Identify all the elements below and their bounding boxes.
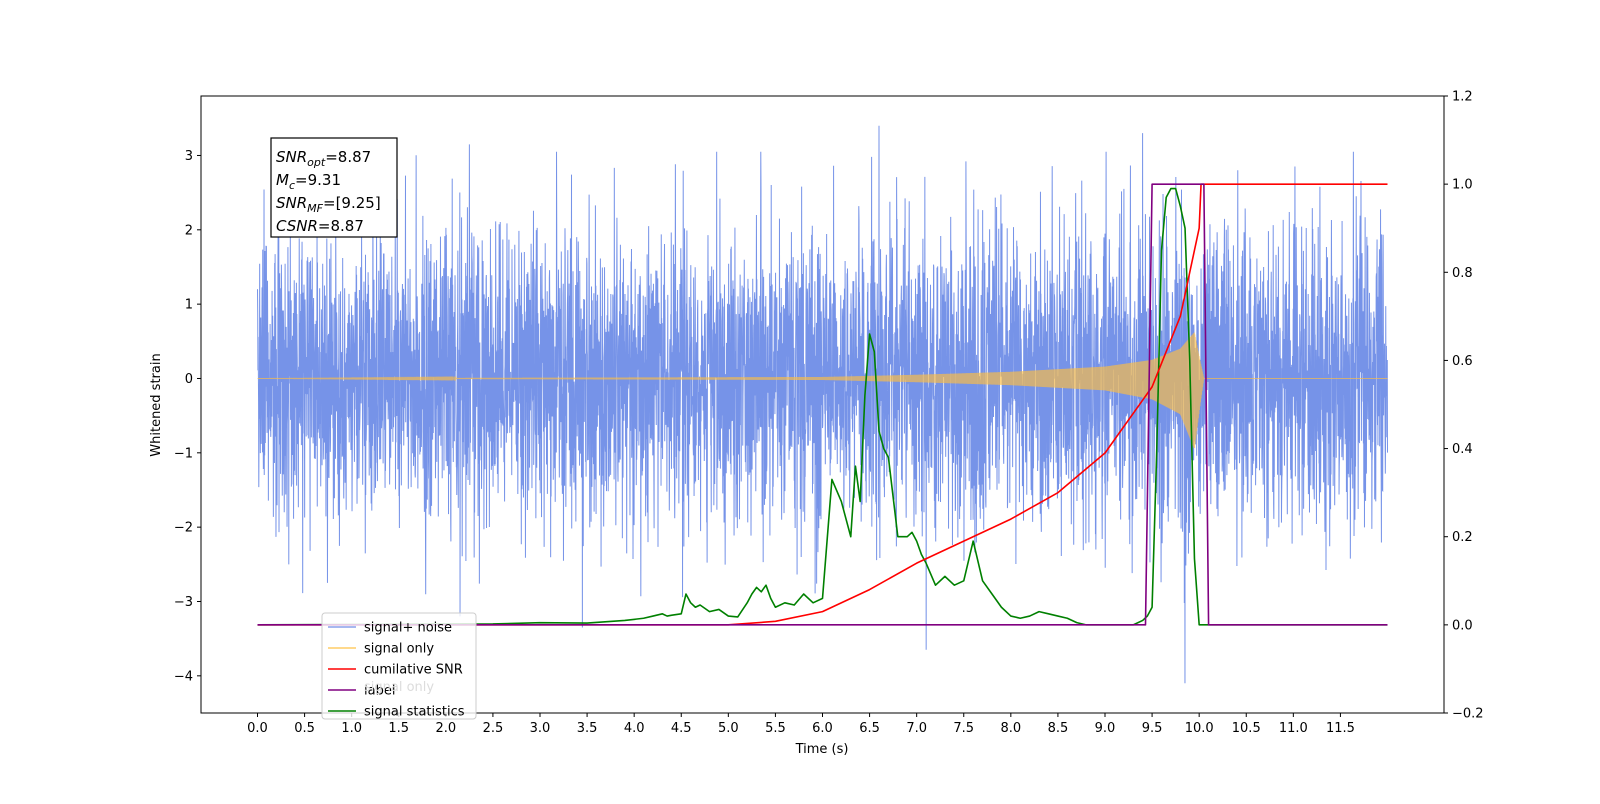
y-right-tick-label: 0.4 bbox=[1452, 442, 1473, 457]
x-tick-label: 9.5 bbox=[1142, 721, 1163, 736]
x-tick-label: 2.5 bbox=[483, 721, 504, 736]
x-tick-label: 9.0 bbox=[1095, 721, 1116, 736]
x-tick-label: 1.0 bbox=[341, 721, 362, 736]
legend-ghost-text: signal only bbox=[364, 680, 434, 695]
x-tick-label: 5.5 bbox=[765, 721, 786, 736]
annotation-line: Mc=9.31 bbox=[276, 171, 341, 192]
y-left-tick-label: −3 bbox=[174, 595, 193, 610]
x-tick-label: 7.5 bbox=[953, 721, 974, 736]
x-tick-label: 11.5 bbox=[1326, 721, 1355, 736]
x-tick-label: 6.0 bbox=[812, 721, 833, 736]
series-label-line bbox=[257, 183, 1388, 626]
x-tick-label: 7.0 bbox=[906, 721, 927, 736]
y-left-tick-label: 1 bbox=[185, 298, 193, 313]
x-tick-label: 4.5 bbox=[671, 721, 692, 736]
x-tick-label: 5.0 bbox=[718, 721, 739, 736]
series-signal-statistics-line bbox=[257, 187, 1388, 626]
x-tick-label: 3.5 bbox=[577, 721, 598, 736]
x-tick-label: 1.5 bbox=[388, 721, 409, 736]
x-tick-label: 8.5 bbox=[1048, 721, 1069, 736]
x-tick-label: 2.0 bbox=[435, 721, 456, 736]
y-right-tick-label: −0.2 bbox=[1452, 707, 1484, 722]
x-tick-label: 4.0 bbox=[624, 721, 645, 736]
y-right-tick-label: 0.0 bbox=[1452, 618, 1473, 633]
y-right-tick-label: 0.8 bbox=[1452, 266, 1473, 281]
y-axis-label: Whitened strain bbox=[149, 353, 164, 456]
y-left-tick-label: −2 bbox=[174, 521, 193, 536]
x-tick-label: 10.0 bbox=[1185, 721, 1214, 736]
y-right-tick-label: 0.2 bbox=[1452, 530, 1473, 545]
series-signal-noise-line bbox=[257, 125, 1388, 684]
x-tick-label: 10.5 bbox=[1232, 721, 1261, 736]
x-tick-label: 0.0 bbox=[247, 721, 268, 736]
legend-label: signal statistics bbox=[364, 705, 465, 720]
x-tick-label: 0.5 bbox=[294, 721, 315, 736]
series-signal-only-line bbox=[257, 332, 1388, 449]
y-right-tick-label: 0.6 bbox=[1452, 354, 1473, 369]
y-left-tick-label: 0 bbox=[185, 372, 193, 387]
y-left-tick-label: 3 bbox=[185, 149, 193, 164]
legend-label: label bbox=[364, 684, 395, 699]
legend: signal+ noise signal only cumilative SNR la… bbox=[321, 612, 477, 720]
y-right-tick-label: 1.2 bbox=[1452, 90, 1473, 105]
legend-label: signal+ noise bbox=[364, 621, 452, 636]
annotation-line: SNRMF=[9.25] bbox=[276, 194, 381, 215]
axes-layer: 0.0 0.5 1.0 1.5 2.0 2.5 3.0 3.5 4.0 4.5 5.0 5.5 6.0 6… bbox=[174, 90, 1484, 737]
x-tick-label: 11.0 bbox=[1279, 721, 1308, 736]
x-tick-label: 6.5 bbox=[859, 721, 880, 736]
y-left-tick-label: 2 bbox=[185, 223, 193, 238]
series-cumulative-snr-line bbox=[257, 183, 1388, 626]
x-tick-label: 8.0 bbox=[1000, 721, 1021, 736]
y-right-tick-label: 1.0 bbox=[1452, 178, 1473, 193]
series-layer bbox=[257, 125, 1388, 684]
annotation-line: SNRopt=8.87 bbox=[276, 148, 371, 169]
annotation-line: CSNR=8.87 bbox=[276, 217, 364, 235]
x-axis-label: Time (s) bbox=[795, 742, 849, 757]
legend-label: signal only bbox=[364, 642, 434, 657]
x-tick-label: 3.0 bbox=[530, 721, 551, 736]
y-left-tick-label: −1 bbox=[174, 446, 193, 461]
y-left-tick-label: −4 bbox=[174, 669, 193, 684]
legend-label: cumilative SNR bbox=[364, 663, 463, 678]
